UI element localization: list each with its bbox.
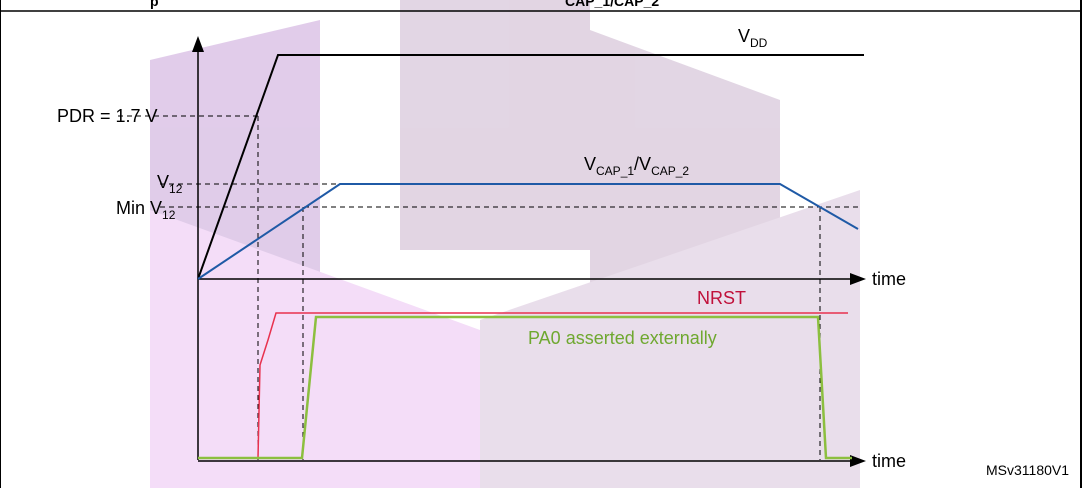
watermark-shape-left	[150, 20, 320, 470]
watermark-shape-center	[400, 0, 590, 250]
header-left-text: p	[150, 0, 159, 9]
nrst-label: NRST	[697, 288, 746, 308]
upper-time-axis-arrow-icon	[850, 273, 866, 285]
lower-time-axis-arrow-icon	[850, 455, 866, 467]
watermark-shape-right	[590, 30, 780, 488]
vcap-trace	[197, 183, 859, 280]
pa0-trace	[198, 315, 852, 460]
watermark-shape-lower-right	[480, 190, 860, 488]
pa0-label: PA0 asserted externally	[528, 328, 717, 348]
vdd-label: VDD	[738, 26, 768, 50]
vertical-axis-arrow-icon	[192, 36, 204, 52]
figure-id-label: MSv31180V1	[986, 462, 1069, 478]
v12-label: V12	[157, 172, 183, 196]
min-v12-label: Min V12	[116, 198, 176, 222]
pdr-label: PDR = 1.7 V	[57, 106, 158, 126]
watermark	[150, 0, 860, 488]
vdd-trace	[197, 54, 864, 280]
header-right-text: CAP_1/CAP_2	[565, 0, 659, 9]
lower-time-label: time	[872, 451, 906, 471]
upper-time-label: time	[872, 269, 906, 289]
vcap-label: VCAP_1/VCAP_2	[584, 154, 689, 178]
